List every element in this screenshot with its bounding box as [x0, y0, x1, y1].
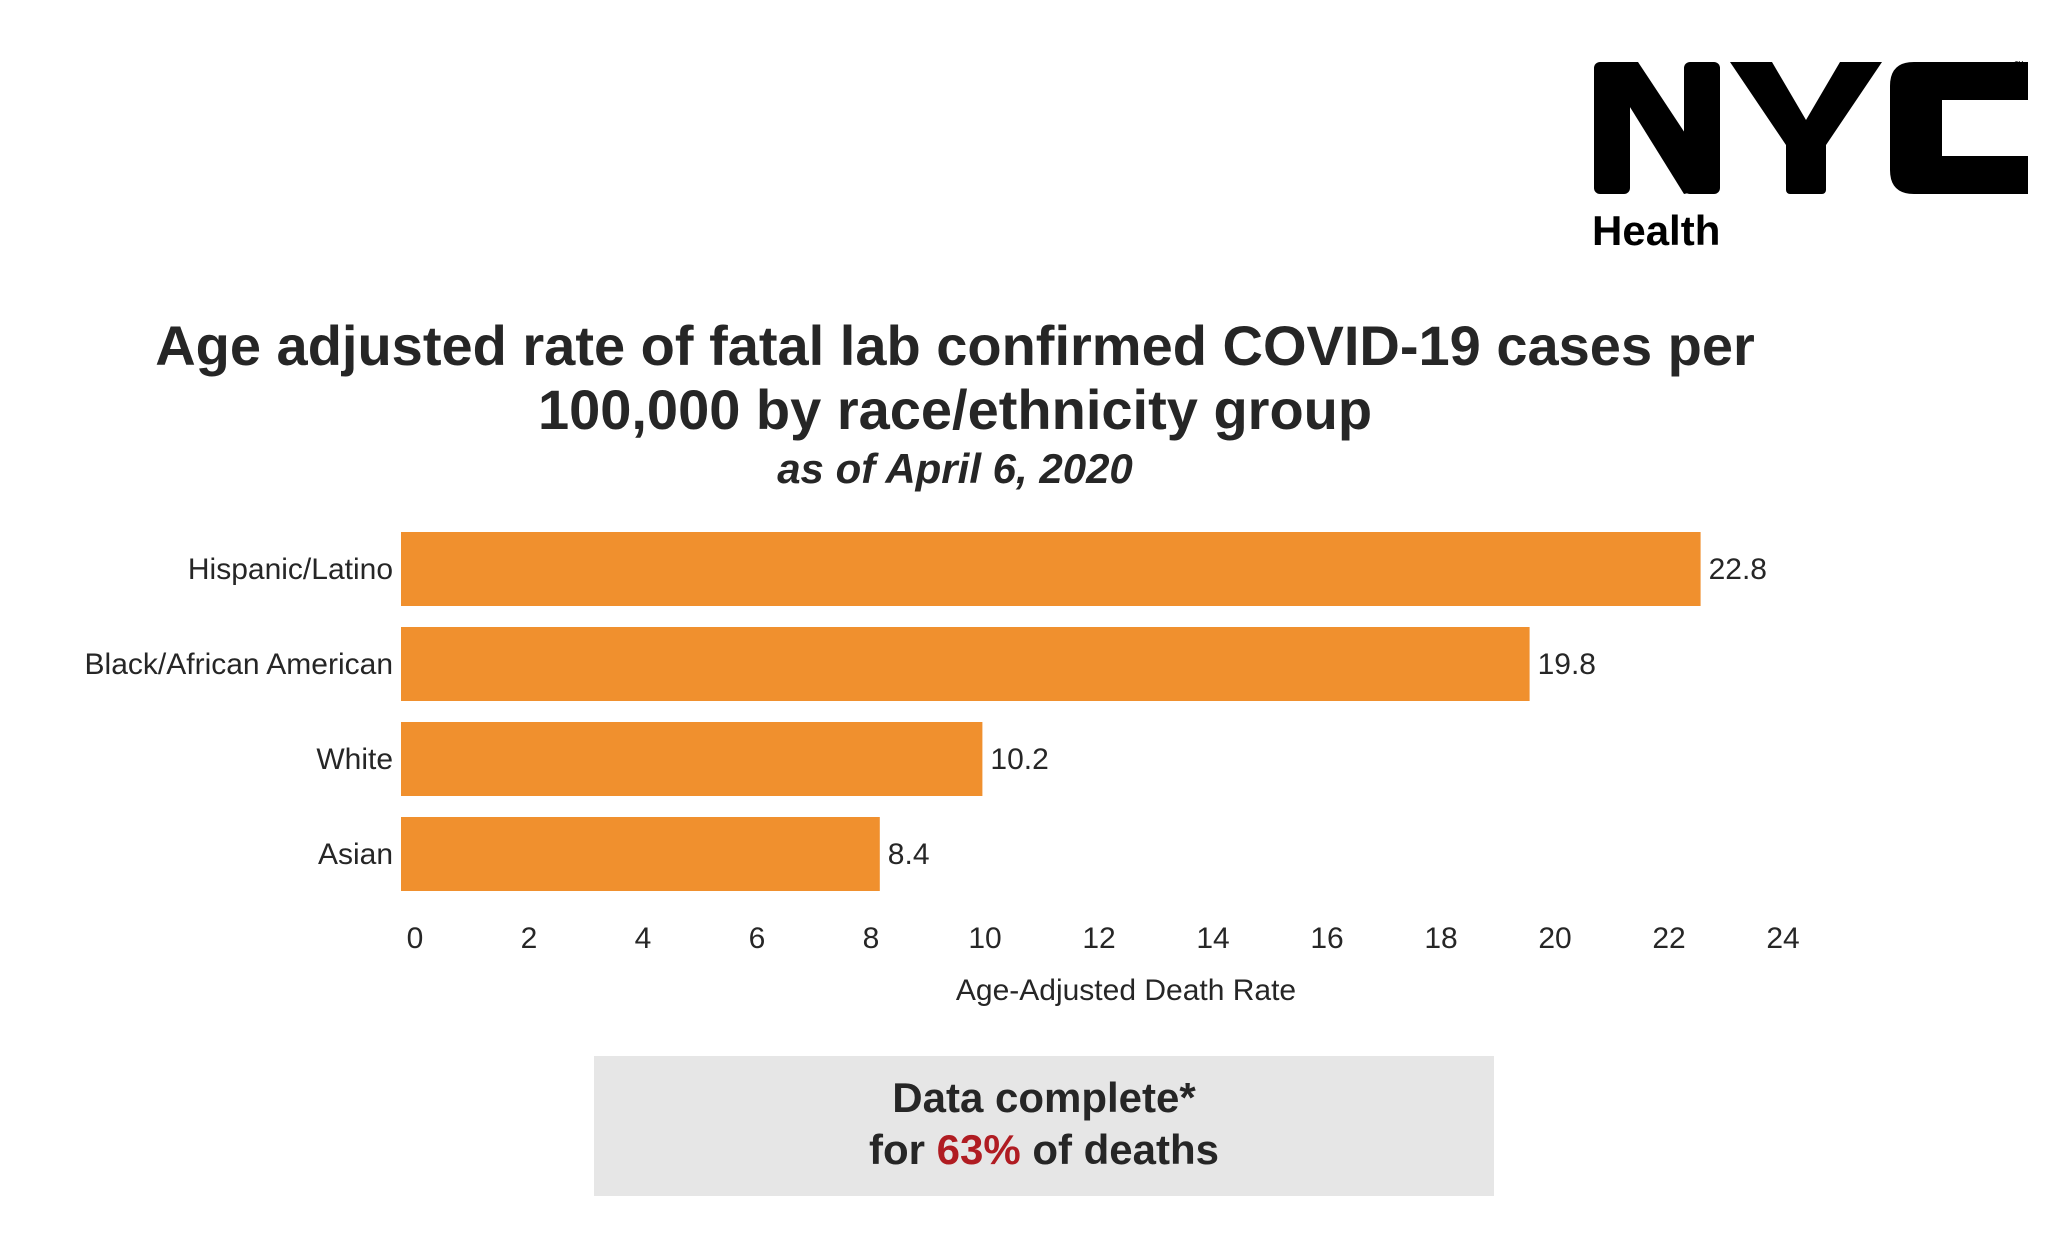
x-tick-label-7: 14: [1196, 922, 1229, 955]
x-tick-label-10: 20: [1538, 922, 1571, 955]
nyc-health-logo: ™ Health: [1592, 60, 2028, 254]
chart-title-line-1: Age adjusted rate of fatal lab confirmed…: [155, 314, 1755, 377]
data-label-3: 8.4: [888, 838, 930, 871]
x-tick-label-1: 2: [521, 922, 538, 955]
logo-health-label: Health: [1592, 207, 1720, 254]
chart-title-line-2: 100,000 by race/ethnicity group: [537, 378, 1373, 441]
note-percent-highlight: 63%: [936, 1126, 1021, 1173]
bar-2: [401, 722, 983, 796]
x-tick-label-6: 12: [1082, 922, 1115, 955]
x-tick-label-0: 0: [407, 922, 424, 955]
x-tick-label-2: 4: [635, 922, 652, 955]
x-tick-label-12: 24: [1766, 922, 1799, 955]
category-label-1: Black/African American: [85, 648, 393, 681]
x-tick-label-3: 6: [749, 922, 766, 955]
x-tick-label-5: 10: [968, 922, 1001, 955]
data-label-0: 22.8: [1709, 553, 1767, 586]
category-label-0: Hispanic/Latino: [188, 553, 393, 586]
x-tick-label-11: 22: [1652, 922, 1685, 955]
note-line-2: for 63% of deaths: [594, 1124, 1494, 1176]
data-label-1: 19.8: [1538, 648, 1596, 681]
x-axis-label: Age-Adjusted Death Rate: [956, 974, 1296, 1007]
bar-3: [401, 817, 880, 891]
x-tick-label-8: 16: [1310, 922, 1343, 955]
note-suffix: of deaths: [1020, 1126, 1220, 1173]
svg-text:™: ™: [2014, 60, 2024, 71]
note-line-1: Data complete*: [892, 1074, 1196, 1121]
chart-subtitle: as of April 6, 2020: [777, 445, 1133, 492]
data-label-2: 10.2: [990, 743, 1048, 776]
bar-1: [401, 627, 1530, 701]
x-tick-label-9: 18: [1424, 922, 1457, 955]
category-label-2: White: [316, 743, 393, 776]
note-prefix: for: [868, 1126, 937, 1173]
data-completeness-note: Data complete* for 63% of deaths: [594, 1056, 1494, 1196]
category-label-3: Asian: [318, 838, 393, 871]
x-tick-label-4: 8: [863, 922, 880, 955]
bar-0: [401, 532, 1701, 606]
